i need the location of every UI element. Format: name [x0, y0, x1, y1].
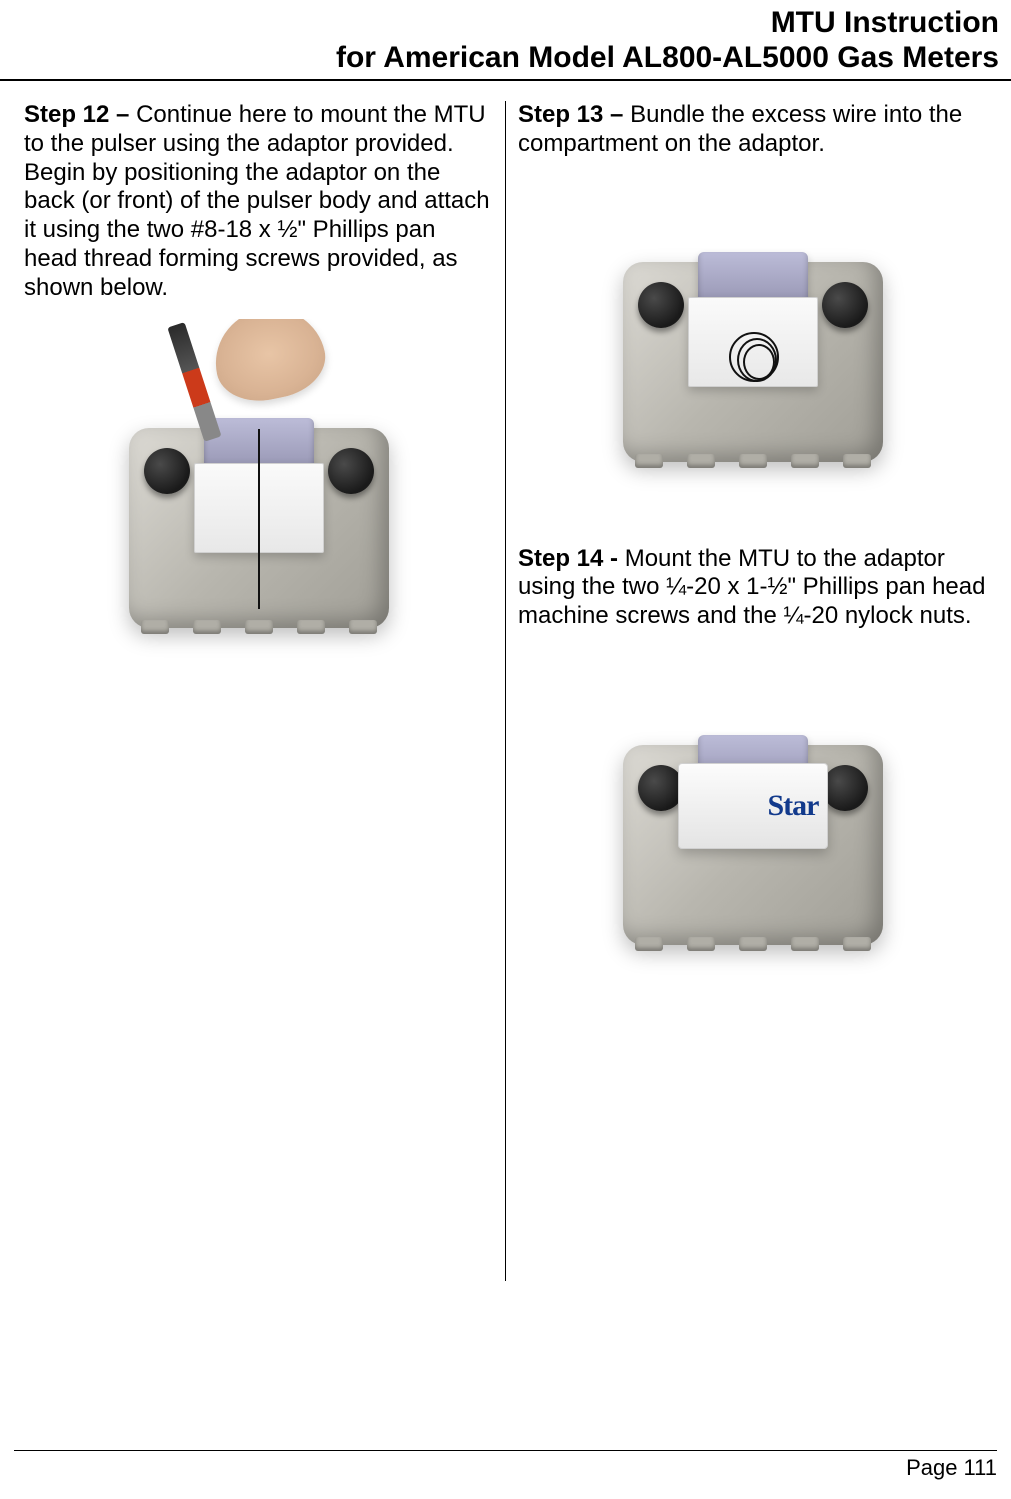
step-14-photo: Star — [558, 647, 948, 1007]
page-footer: Page 111 — [14, 1450, 997, 1481]
document-header: MTU Instruction for American Model AL800… — [0, 0, 1011, 81]
mtu-unit-illustration: Star — [678, 763, 828, 849]
step-13-paragraph: Step 13 – Bundle the excess wire into th… — [518, 101, 987, 159]
meter-body-illustration-2 — [623, 262, 883, 462]
mtu-brand-label: Star — [768, 789, 819, 823]
step-13-photo — [553, 175, 953, 515]
header-title-line1: MTU Instruction — [12, 6, 999, 41]
meter-knob-right — [328, 448, 374, 494]
meter-feet — [129, 620, 389, 640]
screwdriver-illustration — [167, 322, 221, 442]
meter-feet-3 — [623, 937, 883, 957]
page-number: Page 111 — [906, 1455, 997, 1480]
step-12-paragraph: Step 12 – Continue here to mount the MTU… — [24, 101, 493, 303]
meter-knob-left — [144, 448, 190, 494]
step-12-label: Step 12 – — [24, 101, 136, 128]
right-column: Step 13 – Bundle the excess wire into th… — [506, 101, 999, 1281]
hand-illustration — [205, 319, 331, 409]
step-12-photo — [104, 319, 414, 699]
wire-bundle-illustration — [723, 322, 793, 402]
meter-knob-right-2 — [822, 282, 868, 328]
step-14-label: Step 14 - — [518, 545, 625, 572]
step-13-label: Step 13 – — [518, 101, 630, 128]
meter-body-illustration-3: Star — [623, 745, 883, 945]
step-12-text: Continue here to mount the MTU to the pu… — [24, 101, 490, 301]
left-column: Step 12 – Continue here to mount the MTU… — [12, 101, 506, 1281]
two-column-content: Step 12 – Continue here to mount the MTU… — [0, 81, 1011, 1281]
wire-illustration — [258, 429, 260, 609]
meter-feet-2 — [623, 454, 883, 474]
meter-knob-right-3 — [822, 765, 868, 811]
meter-knob-left-2 — [638, 282, 684, 328]
step-14-paragraph: Step 14 - Mount the MTU to the adaptor u… — [518, 545, 987, 631]
header-title-line2: for American Model AL800-AL5000 Gas Mete… — [12, 41, 999, 76]
